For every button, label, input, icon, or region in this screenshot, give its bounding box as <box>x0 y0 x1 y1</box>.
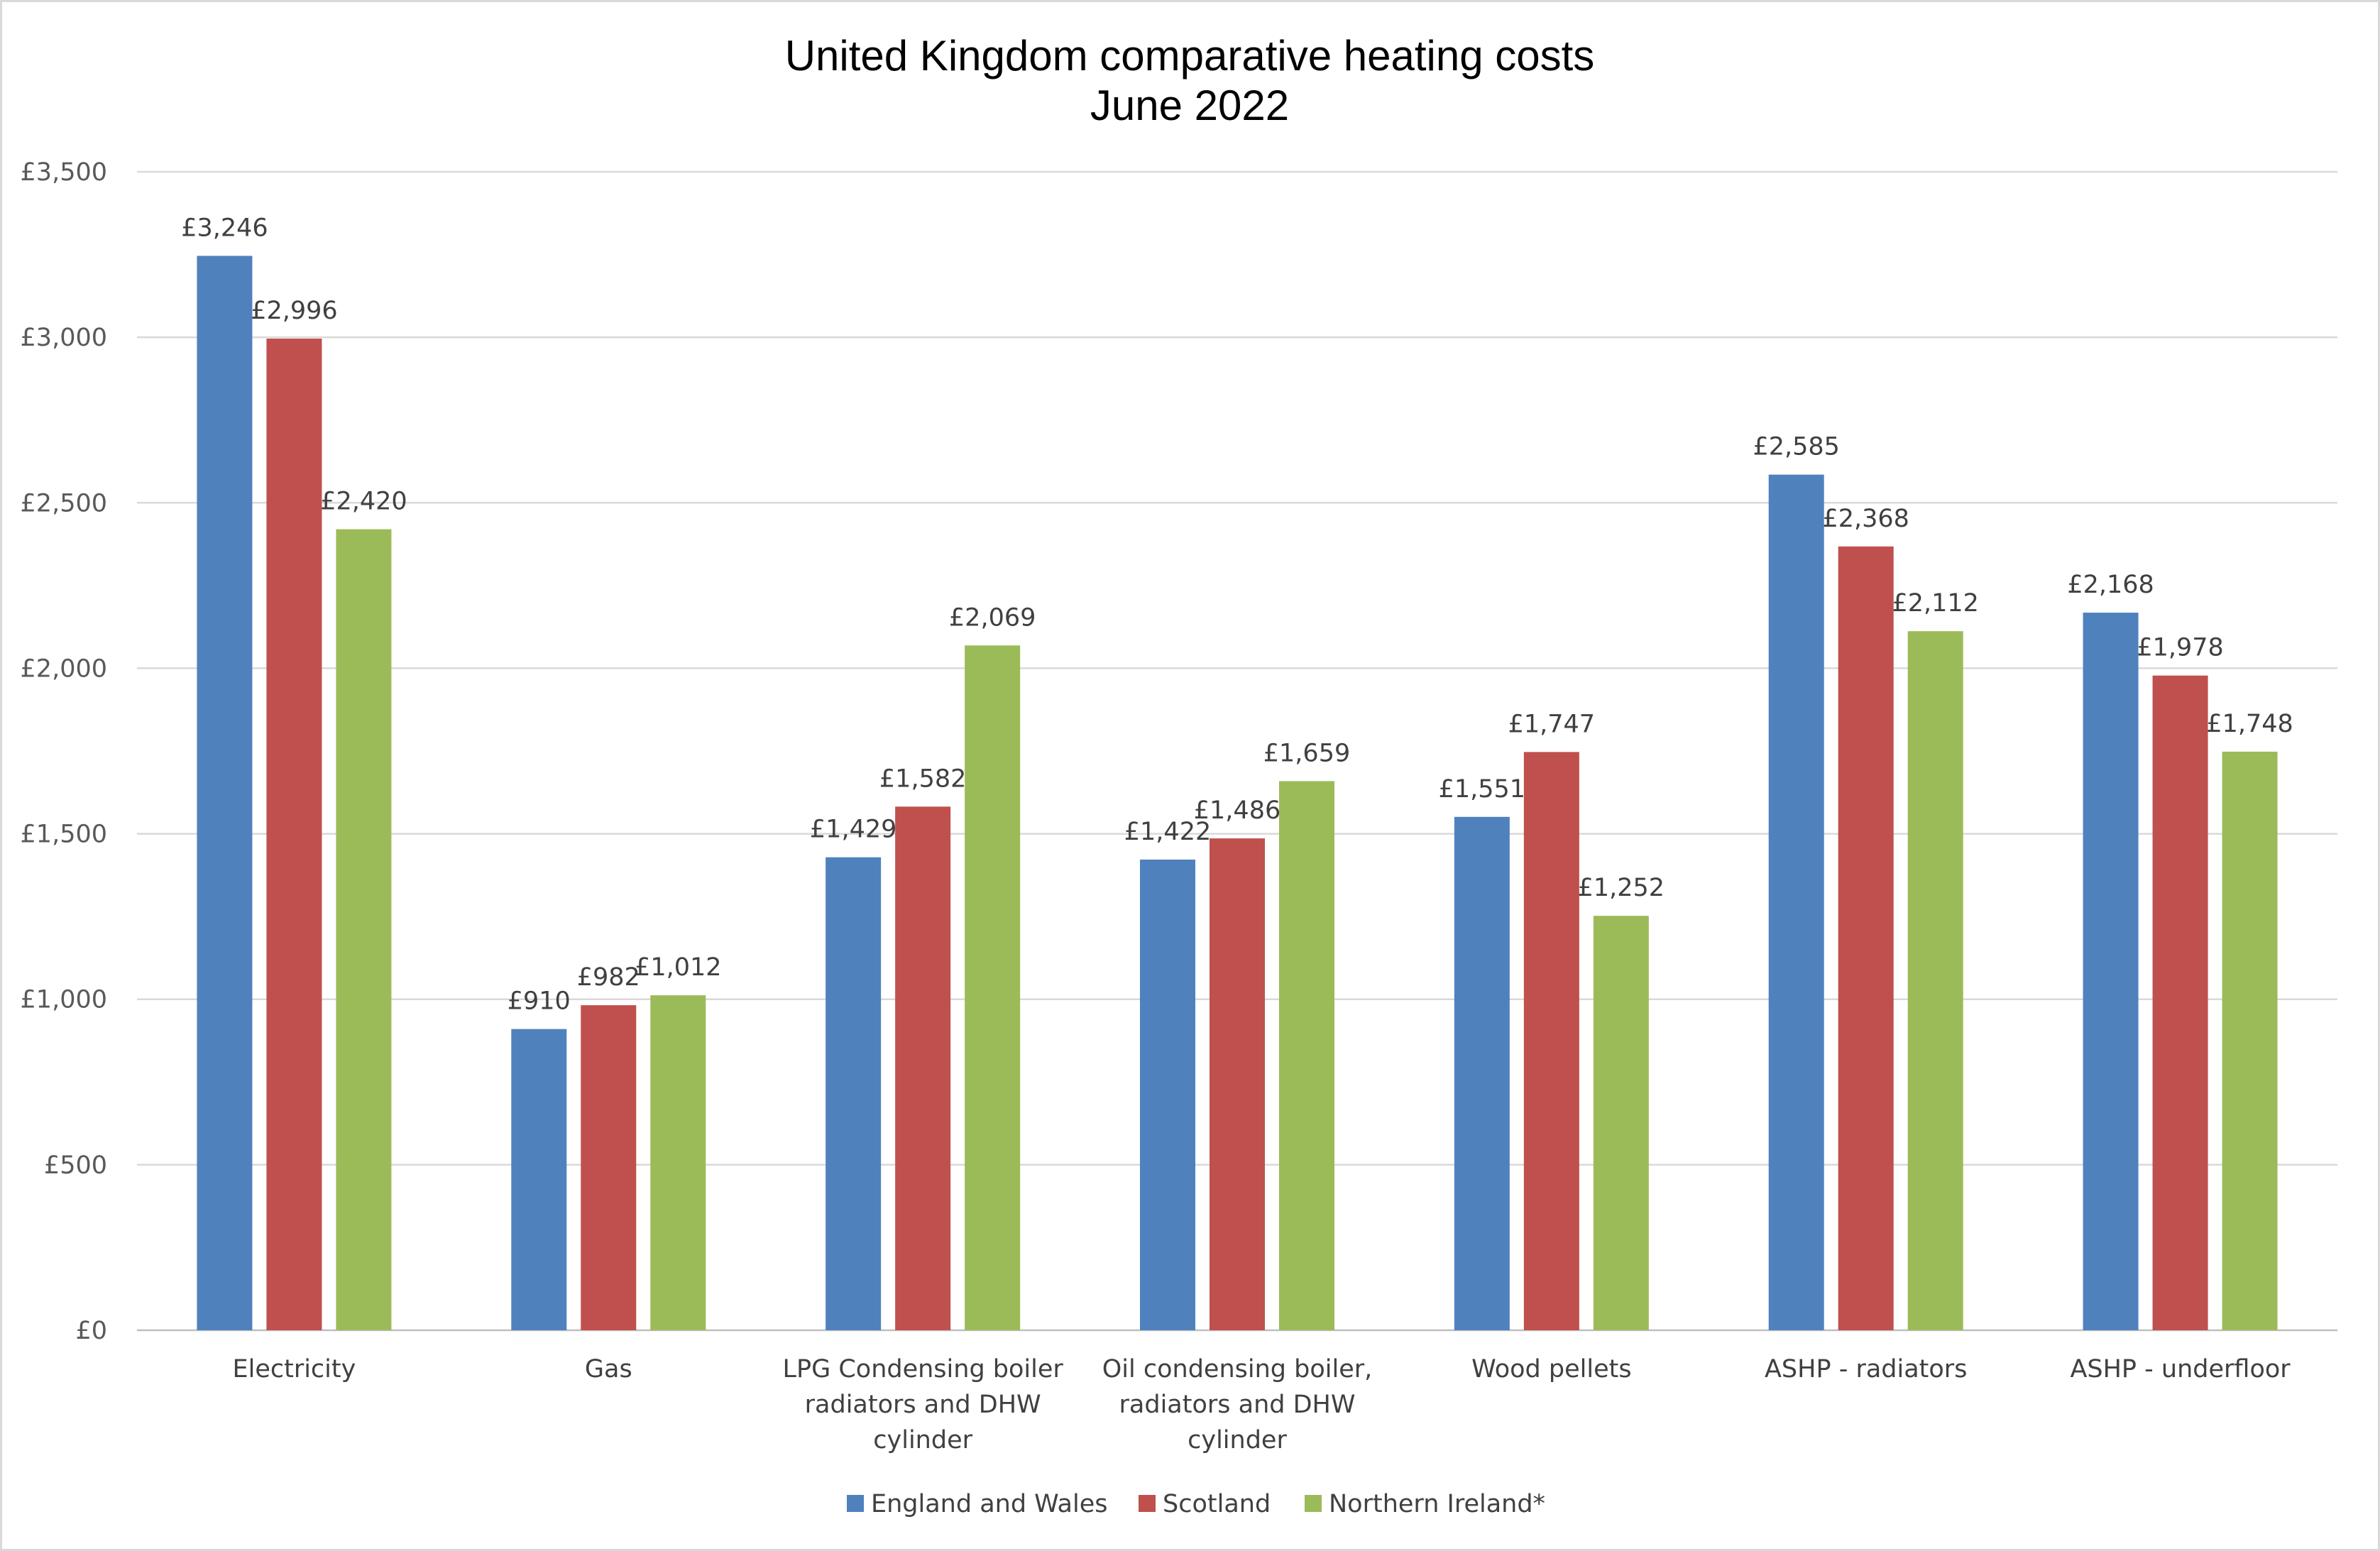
category-label: LPG Condensing boiler radiators and DHW cy… <box>782 1355 1063 1454</box>
category-label-line: ASHP - radiators <box>1765 1355 1967 1383</box>
legend-label: Northern Ireland* <box>1329 1490 1545 1518</box>
bar <box>1593 916 1649 1330</box>
data-label: £1,551 <box>1439 775 1525 804</box>
category-label-line: ASHP - underfloor <box>2070 1355 2291 1383</box>
data-label: £2,420 <box>320 488 407 516</box>
bar <box>826 857 882 1330</box>
y-tick-label: £1,500 <box>21 821 107 849</box>
y-tick-label: £2,000 <box>21 654 107 683</box>
bar <box>1140 859 1195 1330</box>
data-label: £1,659 <box>1263 739 1350 767</box>
category-label-line: Wood pellets <box>1471 1355 1631 1383</box>
data-label: £1,012 <box>635 953 721 982</box>
bar <box>511 1029 567 1330</box>
category-label-line: Gas <box>585 1355 632 1383</box>
data-label: £1,747 <box>1508 710 1595 738</box>
x-axis-category-labels: Electricity Gas LPG Condensing boiler radia… <box>232 1355 2291 1454</box>
bar <box>2222 751 2278 1330</box>
data-label: £1,486 <box>1194 796 1281 825</box>
category-label-line: LPG Condensing boiler <box>782 1355 1063 1383</box>
category-label-line: cylinder <box>1188 1426 1287 1454</box>
data-label: £1,252 <box>1578 874 1665 902</box>
data-label: £2,368 <box>1822 505 1909 533</box>
category-label: ASHP - radiators <box>1765 1355 1967 1383</box>
bars <box>197 256 2278 1331</box>
category-label-line: Electricity <box>232 1355 356 1383</box>
data-label: £982 <box>577 963 640 992</box>
bar <box>2083 613 2139 1330</box>
data-label: £3,246 <box>181 214 268 242</box>
category-label: Gas <box>585 1355 632 1383</box>
bar <box>1768 474 1824 1331</box>
y-tick-label: £0 <box>75 1317 107 1345</box>
bar <box>2152 675 2208 1330</box>
legend-swatch <box>1305 1495 1322 1512</box>
category-label-line: cylinder <box>873 1426 972 1454</box>
data-label: £2,069 <box>949 603 1036 632</box>
data-label: £2,996 <box>251 297 337 325</box>
y-tick-label: £3,500 <box>21 158 107 187</box>
data-label: £1,978 <box>2137 634 2223 662</box>
bar <box>895 806 951 1330</box>
y-tick-label: £500 <box>44 1151 107 1180</box>
bar <box>1279 781 1334 1330</box>
bar <box>650 995 706 1330</box>
data-label: £1,429 <box>810 816 896 844</box>
y-tick-label: £1,000 <box>21 986 107 1014</box>
bar <box>965 645 1021 1330</box>
data-label: £1,582 <box>879 764 966 793</box>
bar <box>1523 752 1579 1330</box>
chart-title-line-1: United Kingdom comparative heating costs <box>785 32 1595 80</box>
legend-swatch <box>847 1495 864 1512</box>
bar <box>1454 816 1510 1330</box>
bar <box>336 529 392 1330</box>
bar <box>1838 546 1894 1330</box>
y-tick-label: £2,500 <box>21 489 107 517</box>
bar <box>1907 631 1963 1330</box>
legend-swatch <box>1139 1495 1156 1512</box>
legend-label: England and Wales <box>871 1490 1108 1518</box>
y-tick-label: £3,000 <box>21 324 107 352</box>
legend: England and Wales Scotland Northern Irelan… <box>847 1490 1545 1518</box>
data-label: £1,422 <box>1124 818 1211 846</box>
bar <box>266 339 322 1330</box>
bar <box>197 256 253 1331</box>
bar <box>1210 838 1265 1330</box>
category-label: Wood pellets <box>1471 1355 1631 1383</box>
category-label-line: Oil condensing boiler, <box>1102 1355 1373 1383</box>
category-label: Electricity <box>232 1355 356 1383</box>
data-label: £910 <box>508 987 571 1016</box>
data-label: £2,585 <box>1753 433 1839 461</box>
chart-title-line-2: June 2022 <box>1090 82 1289 129</box>
data-label: £2,168 <box>2067 571 2154 599</box>
bar <box>581 1005 637 1330</box>
category-label-line: radiators and DHW <box>1119 1391 1356 1419</box>
data-label: £1,748 <box>2206 710 2293 738</box>
y-axis-tick-labels: £0 £500 £1,000 £1,500 £2,000 £2,500 £3,000 £3,5… <box>21 158 107 1345</box>
category-label-line: radiators and DHW <box>805 1391 1041 1419</box>
data-label: £2,112 <box>1892 589 1978 618</box>
legend-label: Scotland <box>1163 1490 1271 1518</box>
data-labels: £3,246 £2,996 £2,420 £910£982£1,012 £1,429 £1… <box>181 214 2293 1015</box>
category-label: ASHP - underfloor <box>2070 1355 2291 1383</box>
category-label: Oil condensing boiler, radiators and DHW c… <box>1102 1355 1373 1454</box>
chart-title: United Kingdom comparative heating costs… <box>785 32 1595 129</box>
